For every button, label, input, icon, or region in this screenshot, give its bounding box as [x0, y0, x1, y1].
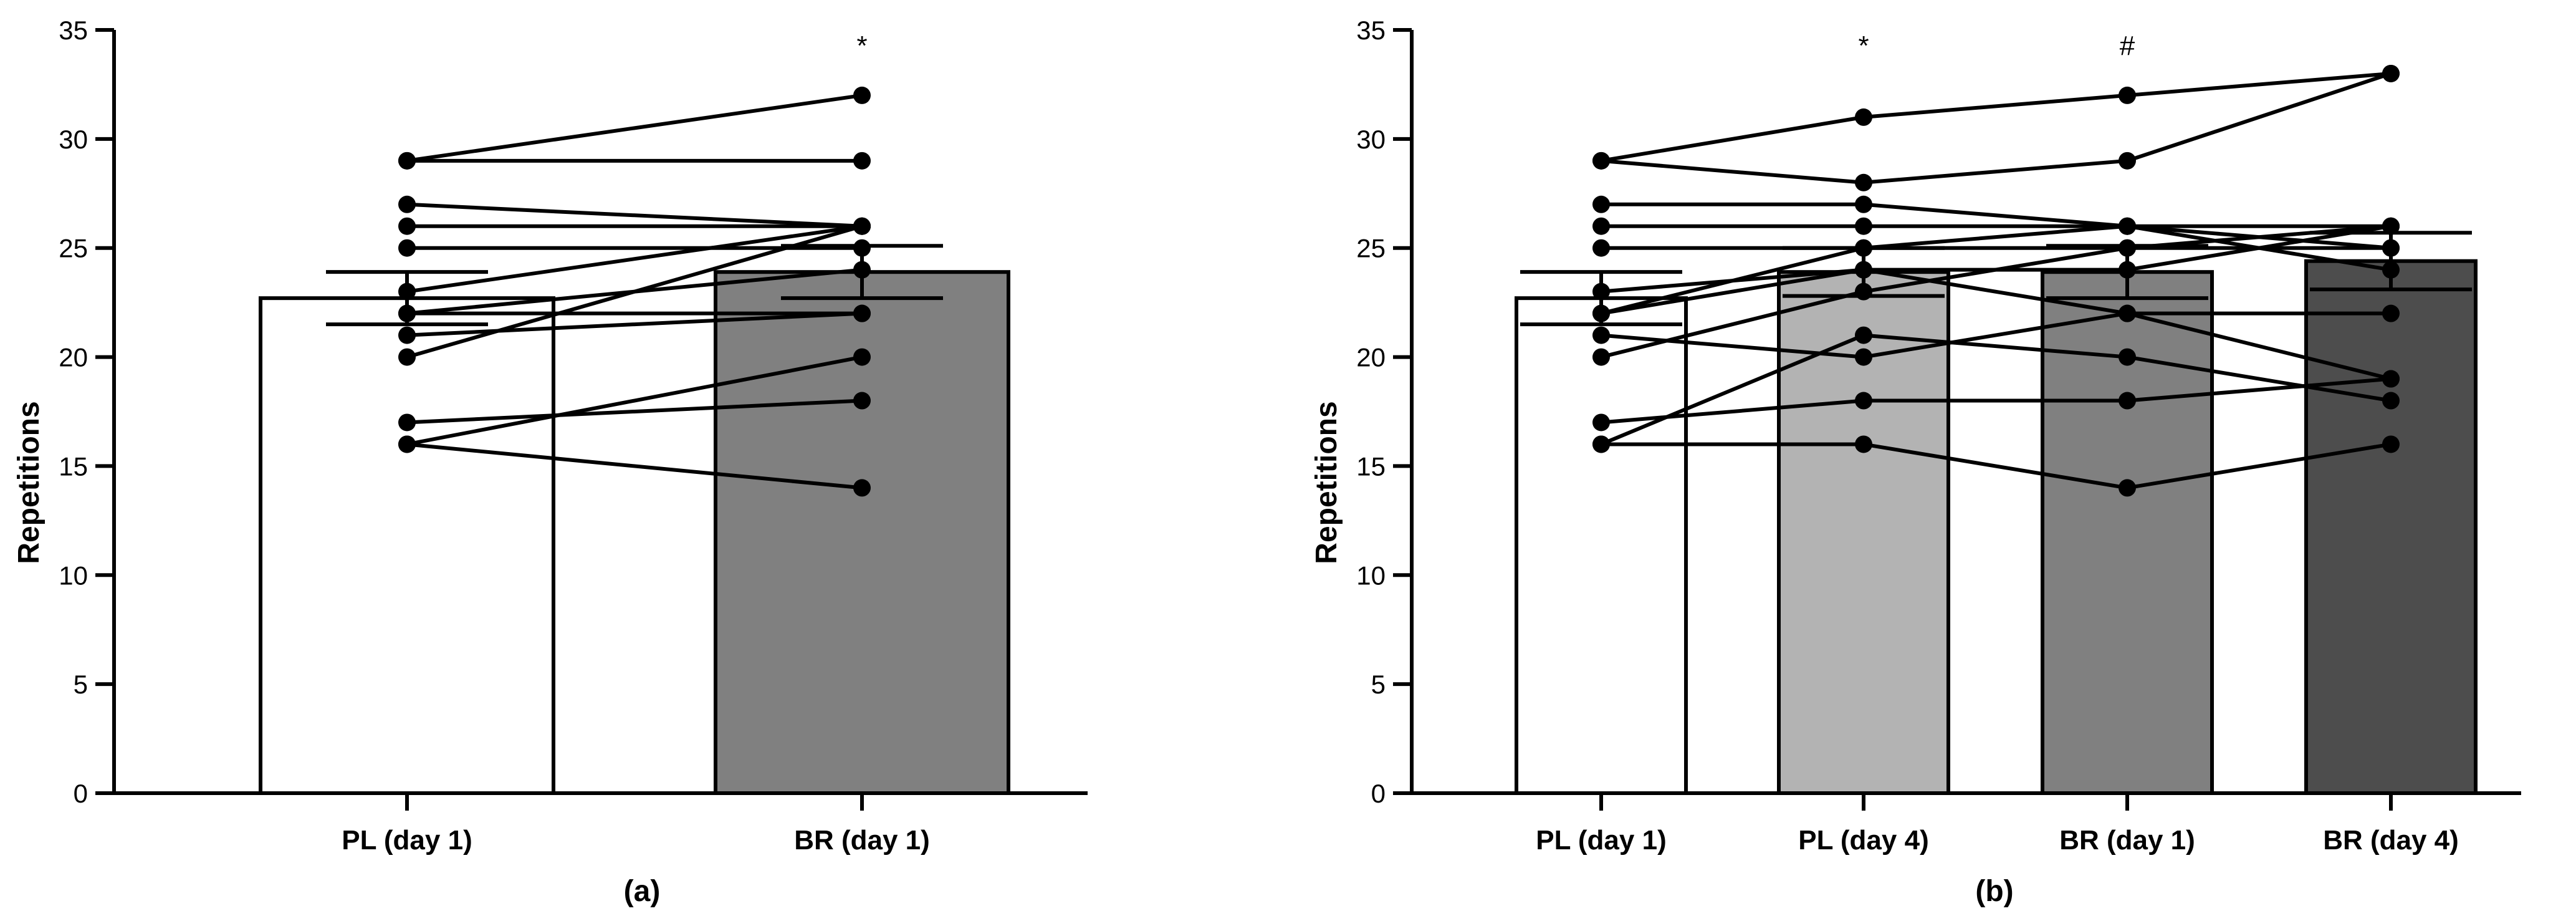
subject-12-point-2 [1855, 326, 1872, 344]
subject-9-point-2 [853, 304, 871, 322]
subject-2-point-2 [1855, 173, 1872, 191]
subject-1-point-2 [1855, 108, 1872, 126]
x-tick-label-2: BR (day 1) [794, 825, 930, 856]
bar-1 [259, 296, 555, 795]
y-tick-label-0: 0 [74, 779, 88, 808]
x-tick-label-3: BR (day 1) [2059, 825, 2195, 856]
subject-line-2 [1601, 72, 2392, 185]
subject-11-point-4 [2382, 370, 2400, 388]
subject-13-point-2 [853, 479, 871, 497]
y-axis-title: Repetitions [12, 401, 45, 564]
subject-line-11 [1601, 377, 2392, 425]
significance-marker-2: * [856, 31, 867, 61]
y-tick-label-5: 5 [1371, 670, 1386, 699]
y-tick-label-20: 20 [1356, 343, 1386, 372]
y-tick-label-25: 25 [59, 234, 88, 263]
bar-1 [1515, 296, 1688, 795]
subject-13-point-2 [1855, 435, 1872, 453]
subject-13-point-1 [1592, 435, 1610, 453]
y-tick-label-15: 15 [1356, 451, 1386, 481]
subject-9-point-3 [2119, 304, 2136, 322]
y-tick-label-30: 30 [59, 125, 88, 154]
y-tick-label-10: 10 [1356, 561, 1386, 590]
subject-11-point-1 [398, 413, 416, 432]
subject-line-3 [406, 202, 863, 228]
subject-line-9 [1601, 311, 2392, 381]
subject-9-point-1 [1592, 326, 1610, 344]
subject-5-point-1 [1592, 239, 1610, 257]
y-tick-label-25: 25 [1356, 234, 1386, 263]
y-tick-label-0: 0 [1371, 779, 1386, 808]
y-tick-label-35: 35 [59, 16, 88, 45]
subject-2-point-1 [1592, 152, 1610, 170]
subject-3-point-2 [1855, 195, 1872, 213]
subject-7-point-3 [2119, 217, 2136, 235]
subject-4-point-1 [398, 217, 416, 235]
y-tick-label-10: 10 [59, 561, 88, 590]
subject-10-point-1 [1592, 348, 1610, 366]
subject-12-point-2 [853, 348, 871, 366]
subject-3-point-1 [1592, 195, 1610, 213]
subject-line-10 [406, 224, 863, 359]
subject-line-10 [1601, 224, 2392, 359]
x-tick-label-1: PL (day 1) [1536, 825, 1666, 856]
subject-13-point-3 [2119, 479, 2136, 497]
subject-12-point-3 [2119, 348, 2136, 366]
subject-line-13 [1601, 442, 2392, 490]
subject-line-13 [406, 442, 863, 490]
subject-1-point-3 [2119, 86, 2136, 104]
subject-10-point-4 [2382, 217, 2400, 235]
subject-2-point-1 [398, 152, 416, 170]
subject-3-point-1 [398, 195, 416, 213]
subject-4-point-1 [1592, 217, 1610, 235]
subject-2-point-2 [853, 152, 871, 170]
subject-11-point-2 [853, 392, 871, 410]
x-tick-label-2: PL (day 4) [1798, 825, 1928, 856]
subject-line-9 [406, 311, 863, 337]
subject-line-12 [1600, 333, 2392, 446]
subject-line-12 [406, 355, 863, 446]
y-tick-label-20: 20 [59, 343, 88, 372]
subject-9-point-1 [398, 326, 416, 344]
subject-11-point-2 [1855, 392, 1872, 410]
y-tick-label-5: 5 [74, 670, 88, 699]
panel-b-chart: (b) 0 5 10 15 20 25 30 35 PL (day 1) PL (day 4) BR… [1310, 16, 2521, 908]
y-tick-label-35: 35 [1356, 16, 1386, 45]
subject-12-point-4 [2382, 392, 2400, 410]
subject-line-1 [1601, 71, 2392, 163]
subject-13-point-4 [2382, 435, 2400, 453]
subject-4-point-2 [1855, 217, 1872, 235]
bar-4 [2304, 259, 2478, 795]
y-tick-label-30: 30 [1356, 125, 1386, 154]
subject-line-11 [406, 398, 863, 425]
x-tick-label-4: BR (day 4) [2323, 825, 2459, 856]
subject-13-point-1 [398, 435, 416, 453]
subject-line-7 [1601, 224, 2392, 316]
subject-8-point-4 [2382, 304, 2400, 322]
subject-line-8 [1601, 268, 2391, 316]
subject-9-point-2 [1855, 348, 1872, 366]
subject-11-point-3 [2119, 392, 2136, 410]
subject-11-point-1 [1592, 413, 1610, 432]
significance-marker-3: # [2120, 31, 2135, 61]
panel-a-label: (a) [624, 875, 661, 908]
y-tick-label-15: 15 [59, 451, 88, 481]
subject-line-3 [1601, 202, 2391, 228]
y-axis-title: Repetitions [1310, 401, 1343, 564]
panel-b-label: (b) [1975, 875, 2013, 908]
x-tick-label-1: PL (day 1) [342, 825, 472, 856]
subject-1-point-2 [853, 86, 871, 104]
subject-line-1 [406, 93, 863, 163]
subject-10-point-1 [398, 348, 416, 366]
significance-marker-2: * [1858, 31, 1869, 61]
subject-10-point-2 [853, 217, 871, 235]
subject-2-point-3 [2119, 152, 2136, 170]
subject-2-point-4 [2382, 64, 2400, 82]
subject-5-point-1 [398, 239, 416, 257]
subject-line-6 [406, 224, 863, 294]
panel-a-chart: (a) 0 5 10 15 20 25 30 35 PL (day 1) BR (day 1) * R… [12, 16, 1088, 908]
